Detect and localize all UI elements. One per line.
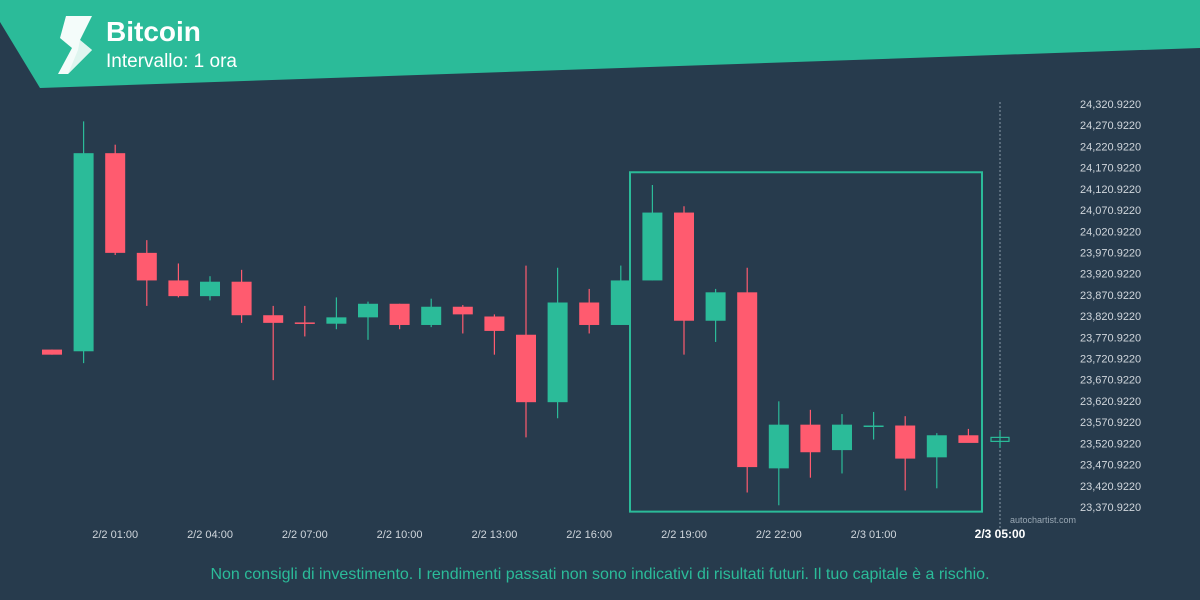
candle-body (73, 153, 94, 352)
header-band (0, 0, 1200, 88)
chart-title: Bitcoin (106, 16, 201, 47)
y-axis-label: 24,270.9220 (1080, 120, 1141, 132)
candle-body (642, 212, 663, 281)
y-axis-label: 24,170.9220 (1080, 163, 1141, 175)
interval-label: Intervallo: 1 ora (106, 51, 237, 72)
candle-body (547, 302, 568, 403)
y-axis-label: 23,470.9220 (1080, 460, 1141, 472)
candle-body (579, 302, 600, 325)
candle-body (926, 435, 947, 458)
x-axis-label: 2/2 01:00 (92, 529, 138, 541)
y-axis-label: 23,770.9220 (1080, 332, 1141, 344)
candle-body (421, 306, 442, 325)
x-axis-label: 2/2 13:00 (471, 529, 517, 541)
x-axis-label: 2/2 07:00 (282, 529, 328, 541)
y-axis-label: 23,420.9220 (1080, 481, 1141, 493)
candle-body (958, 435, 979, 443)
candle-body (326, 317, 347, 324)
y-axis-label: 24,220.9220 (1080, 141, 1141, 153)
candle-body (737, 292, 758, 468)
y-axis-label: 24,020.9220 (1080, 226, 1141, 238)
disclaimer-text: Non consigli di investimento. I rendimen… (210, 566, 990, 583)
y-axis-label: 23,620.9220 (1080, 396, 1141, 408)
candle-body (168, 280, 189, 297)
y-axis-label: 23,370.9220 (1080, 502, 1141, 514)
candle-body (516, 334, 536, 403)
x-axis-label: 2/2 10:00 (377, 529, 423, 541)
y-axis-label: 23,570.9220 (1080, 417, 1141, 429)
autochartist-logo-icon (58, 16, 92, 74)
x-axis-label: 2/2 16:00 (566, 529, 612, 541)
candle-body (895, 425, 916, 459)
candle-body (768, 424, 789, 469)
candle-body (294, 322, 315, 324)
y-axis-label: 23,720.9220 (1080, 354, 1141, 366)
watermark-text: autochartist.com (1010, 515, 1076, 525)
candle-body (863, 425, 884, 428)
candle-body (231, 281, 252, 316)
y-axis-label: 24,070.9220 (1080, 205, 1141, 217)
x-axis-label: 2/2 04:00 (187, 529, 233, 541)
candle-body (484, 316, 505, 331)
candlestick-chart: 24,320.9220 24,270.9220 24,220.9220 24,170.… (42, 99, 1141, 541)
y-axis-label: 23,920.9220 (1080, 269, 1141, 281)
y-axis-label: 24,320.9220 (1080, 99, 1141, 111)
candle-body (358, 303, 378, 318)
y-axis-label: 24,120.9220 (1080, 184, 1141, 196)
y-axis-label: 23,670.9220 (1080, 375, 1141, 387)
candle-body (136, 252, 157, 281)
x-axis-label: 2/2 22:00 (756, 529, 802, 541)
candle-body (610, 280, 631, 325)
candle-body (389, 303, 410, 325)
y-axis-label: 23,520.9220 (1080, 438, 1141, 450)
candle-body (800, 424, 821, 453)
candle-body (832, 424, 852, 451)
y-axis-label: 23,970.9220 (1080, 247, 1141, 259)
candle-body (674, 212, 694, 321)
candle-body (705, 292, 726, 321)
candle-body (200, 281, 220, 297)
candle-body (990, 436, 1010, 442)
candle-body (105, 153, 126, 253)
x-axis-label: 2/2 19:00 (661, 529, 707, 541)
x-axis-label: 2/3 01:00 (851, 529, 897, 541)
y-axis-label: 23,870.9220 (1080, 290, 1141, 302)
candle-body (42, 349, 62, 355)
y-axis-label: 23,820.9220 (1080, 311, 1141, 323)
candle-body (263, 315, 284, 323)
x-axis-label: 2/3 05:00 (975, 527, 1026, 541)
pattern-box (629, 171, 983, 513)
candle-body (452, 306, 473, 315)
